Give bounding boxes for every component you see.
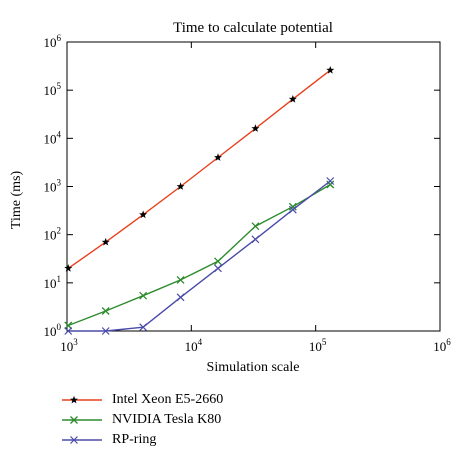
data-point-rpring [214, 264, 222, 273]
data-point-intel [176, 182, 185, 190]
y-tick-label: 104 [44, 129, 62, 146]
data-point-nvidia [214, 257, 222, 266]
y-tick-label: 106 [44, 33, 62, 50]
data-point-rpring-stroke-b [251, 235, 260, 244]
data-point-intel [214, 153, 222, 161]
data-point-rpring [64, 327, 73, 335]
legend-item-intel: Intel Xeon E5-2660 [60, 390, 320, 410]
legend-item-rpring: RP-ring [60, 430, 320, 450]
legend-marker [70, 395, 78, 404]
data-point-nvidia-stroke-b [326, 180, 335, 189]
series-line-intel [67, 69, 331, 269]
chart-title: Time to calculate potential [173, 20, 333, 36]
data-point-rpring-stroke-b [64, 327, 73, 335]
data-point-nvidia-stroke-b [288, 202, 297, 211]
y-tick-label: 101 [44, 274, 62, 291]
legend-sample-rpring [62, 436, 102, 444]
data-point-rpring-stroke-b [101, 327, 110, 335]
x-tick-label: 104 [185, 337, 203, 354]
axis-ticks: 103 104 105 106 100 101 102 103 104 105 106 [44, 33, 452, 354]
data-point-intel [326, 65, 335, 74]
data-point-rpring-stroke-b [288, 205, 297, 214]
data-point-rpring-stroke-b [214, 264, 222, 273]
x-axis-label: Simulation scale [207, 360, 300, 375]
legend-label-intel: Intel Xeon E5-2660 [112, 392, 224, 407]
legend: Intel Xeon E5-2660 NVIDIA Tesla K80 RP-r… [60, 390, 320, 450]
data-point-nvidia-stroke-b [214, 257, 222, 266]
data-point-rpring-stroke-b [176, 293, 185, 302]
data-point-rpring [326, 177, 335, 185]
data-point-nvidia-stroke-b [139, 291, 148, 300]
data-point-rpring [176, 293, 185, 302]
legend-label-rpring: RP-ring [112, 432, 157, 447]
data-point-nvidia [101, 307, 110, 315]
y-tick-label: 105 [44, 81, 62, 98]
data-point-rpring [288, 205, 297, 214]
y-tick-label: 102 [44, 226, 62, 243]
x-tick-label: 106 [433, 337, 451, 354]
data-point-intel [64, 264, 73, 272]
y-tick-label: 103 [44, 178, 62, 195]
data-point-nvidia [176, 275, 185, 284]
legend-marker [70, 416, 78, 424]
data-point-intel [288, 94, 297, 103]
y-axis-label: Time (ms) [9, 171, 24, 230]
legend-sample-intel [62, 395, 102, 404]
legend-marker [70, 436, 78, 444]
series-layer [64, 65, 335, 335]
data-point-nvidia-stroke-b [101, 307, 110, 315]
legend-marker-stroke-b [70, 436, 78, 444]
data-point-rpring [251, 235, 260, 244]
data-point-nvidia [288, 202, 297, 211]
data-point-rpring [101, 327, 110, 335]
x-tick-label: 103 [60, 337, 78, 354]
legend-item-nvidia: NVIDIA Tesla K80 [60, 410, 320, 430]
data-point-intel [251, 124, 260, 132]
data-point-nvidia-stroke-b [176, 275, 185, 284]
legend-sample-nvidia [62, 416, 102, 424]
legend-label-nvidia: NVIDIA Tesla K80 [112, 412, 222, 427]
legend-marker-stroke-b [70, 416, 78, 424]
series-line-nvidia [68, 183, 331, 327]
data-point-nvidia-stroke-b [251, 222, 260, 231]
data-point-rpring-stroke-b [326, 177, 335, 185]
x-tick-label: 105 [309, 337, 327, 354]
data-point-nvidia [139, 291, 148, 300]
data-point-rpring-stroke-b [139, 323, 148, 332]
series-line-rpring [68, 180, 331, 332]
plot-frame [66, 41, 441, 332]
data-point-intel [139, 210, 148, 219]
y-tick-label: 100 [44, 322, 62, 339]
data-point-nvidia [251, 222, 260, 231]
data-point-intel [101, 237, 110, 246]
data-point-rpring [139, 323, 148, 332]
